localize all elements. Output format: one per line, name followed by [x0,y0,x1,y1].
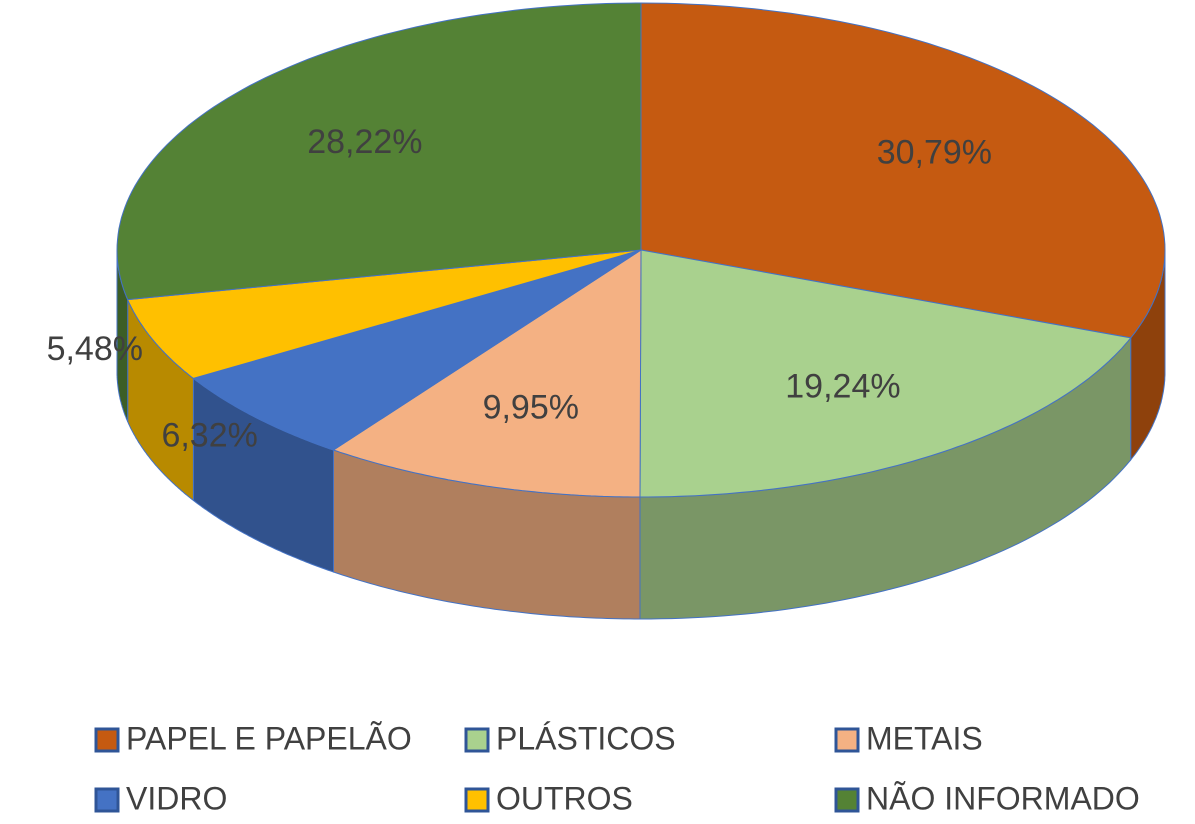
slice [332,249,642,498]
legend-label: VIDRO [126,780,227,816]
legend-label: PLÁSTICOS [496,720,676,756]
legend-swatch [834,787,860,813]
slice [640,2,1166,339]
legend-label: METAIS [866,720,983,756]
data-label: 28,22% [307,123,422,161]
slice [639,249,1132,498]
legend-label: OUTROS [496,780,633,816]
data-label: 19,24% [785,367,900,405]
slice [116,2,642,301]
data-label: 30,79% [877,134,992,172]
slice [127,249,642,379]
data-label: 5,48% [47,330,143,368]
legend-swatch [464,787,490,813]
legend-swatch [464,727,490,753]
data-label: 9,95% [483,389,579,427]
slice [192,249,642,451]
legend-swatch [94,787,120,813]
data-label: 6,32% [161,417,257,455]
legend-label: PAPEL E PAPELÃO [126,720,412,756]
legend-swatch [834,727,860,753]
legend-swatch [94,727,120,753]
legend-label: NÃO INFORMADO [866,780,1140,816]
